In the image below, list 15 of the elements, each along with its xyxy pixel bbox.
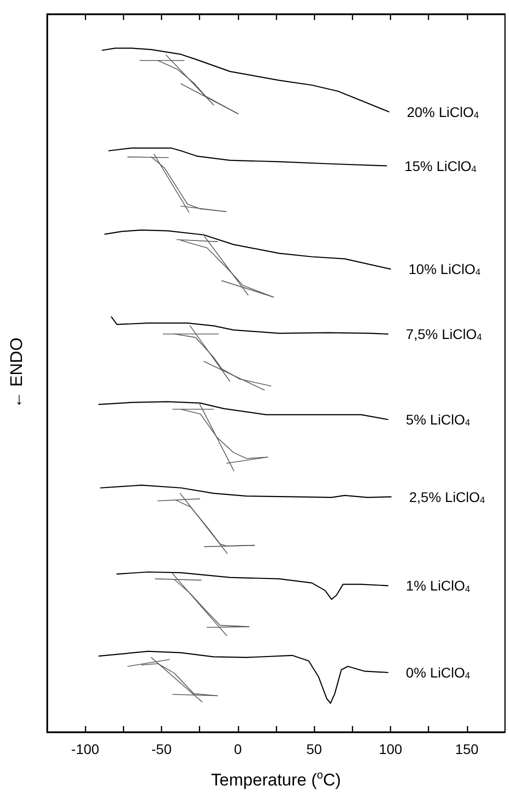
series-label: 2,5% LiClO4 — [409, 488, 485, 505]
x-tick-label: -50 — [151, 741, 172, 757]
series-label: 15% LiClO4 — [404, 158, 477, 174]
series-label: 20% LiClO4 — [406, 104, 479, 120]
x-tick-label: 0 — [234, 741, 242, 757]
x-tick-label: 150 — [455, 741, 479, 757]
x-tick-label: 100 — [378, 741, 402, 757]
y-axis-title: ← ENDO — [7, 338, 26, 408]
x-tick-label: 50 — [306, 741, 322, 757]
series-label: 1% LiClO4 — [406, 578, 470, 594]
series-label: 10% LiClO4 — [408, 261, 480, 278]
series-label: 5% LiClO4 — [406, 412, 470, 428]
x-tick-label: -100 — [71, 741, 100, 757]
series-label: 7,5% LiClO4 — [406, 326, 482, 342]
series-label: 0% LiClO4 — [406, 664, 470, 681]
